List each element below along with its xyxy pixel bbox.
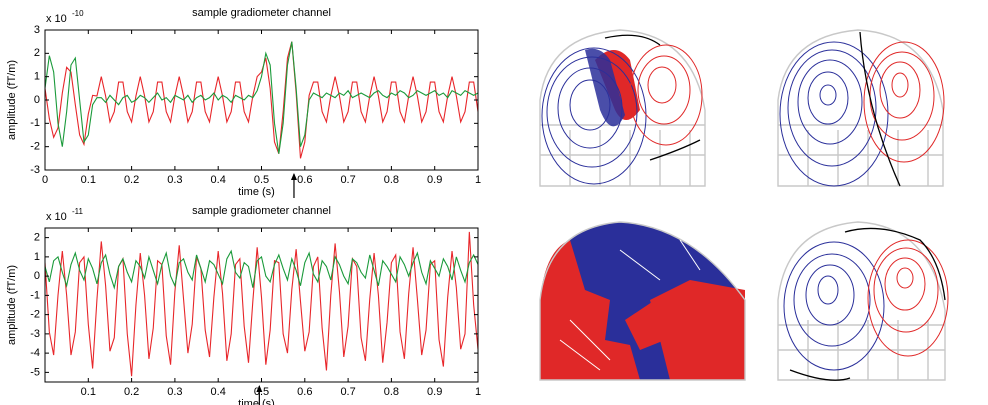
y-multiplier-exponent: -10 bbox=[72, 9, 84, 18]
x-tick-label: 0 bbox=[42, 174, 48, 186]
x-tick-label: 0.2 bbox=[124, 174, 139, 186]
y-tick-label: 2 bbox=[34, 232, 40, 244]
x-tick-label: 0.8 bbox=[384, 174, 399, 186]
y-axis-label: amplitude (fT/m) bbox=[6, 265, 18, 345]
x-tick-label: 0.1 bbox=[81, 386, 96, 398]
x-tick-label: 0.7 bbox=[340, 174, 355, 186]
series-line bbox=[45, 41, 478, 154]
x-tick-label: 0.1 bbox=[81, 174, 96, 186]
x-tick-label: 0.6 bbox=[297, 386, 312, 398]
y-tick-label: -4 bbox=[30, 347, 40, 359]
y-tick-label: 0 bbox=[34, 94, 40, 106]
y-tick-label: -2 bbox=[30, 141, 40, 153]
y-tick-label: 3 bbox=[34, 24, 40, 36]
y-tick-label: -2 bbox=[30, 309, 40, 321]
time-marker-head bbox=[256, 385, 263, 392]
series-line bbox=[45, 249, 478, 290]
topo-map bbox=[777, 221, 949, 381]
x-axis-label: time (s) bbox=[238, 186, 275, 198]
topo-map bbox=[539, 221, 746, 381]
y-axis-label: amplitude (fT/m) bbox=[6, 60, 18, 140]
y-multiplier-base: x 10 bbox=[46, 13, 67, 25]
x-tick-label: 0.9 bbox=[427, 386, 442, 398]
topo-map bbox=[777, 29, 945, 187]
x-tick-label: 1 bbox=[475, 174, 481, 186]
y-tick-label: 1 bbox=[34, 71, 40, 83]
x-tick-label: 0.3 bbox=[167, 386, 182, 398]
line-chart: -5-4-3-2-10120.10.20.30.40.50.60.70.80.9… bbox=[6, 205, 481, 405]
x-tick-label: 0.4 bbox=[211, 386, 226, 398]
series-line bbox=[45, 41, 478, 159]
x-tick-label: 0.4 bbox=[211, 174, 226, 186]
y-tick-label: 0 bbox=[34, 270, 40, 282]
y-tick-label: -5 bbox=[30, 366, 40, 378]
x-tick-label: 0.9 bbox=[427, 174, 442, 186]
plot-frame bbox=[44, 29, 479, 171]
chart-title: sample gradiometer channel bbox=[192, 7, 331, 19]
topo-map bbox=[539, 29, 706, 187]
y-tick-label: -3 bbox=[30, 328, 40, 340]
x-tick-label: 0.5 bbox=[254, 174, 269, 186]
chart-title: sample gradiometer channel bbox=[192, 205, 331, 217]
x-tick-label: 0.6 bbox=[297, 174, 312, 186]
y-tick-label: -1 bbox=[30, 289, 40, 301]
series-line bbox=[45, 231, 478, 377]
x-tick-label: 1 bbox=[475, 386, 481, 398]
y-tick-label: -1 bbox=[30, 117, 40, 129]
x-tick-label: 0.7 bbox=[340, 386, 355, 398]
x-axis-label: time (s) bbox=[238, 398, 275, 405]
y-tick-label: 1 bbox=[34, 251, 40, 263]
y-tick-label: -3 bbox=[30, 164, 40, 176]
x-tick-label: 0.2 bbox=[124, 386, 139, 398]
x-tick-label: 0.8 bbox=[384, 386, 399, 398]
x-tick-label: 0.3 bbox=[167, 174, 182, 186]
y-multiplier-base: x 10 bbox=[46, 211, 67, 223]
y-tick-label: 2 bbox=[34, 47, 40, 59]
time-marker-head bbox=[290, 173, 297, 180]
y-multiplier-exponent: -11 bbox=[72, 207, 84, 216]
